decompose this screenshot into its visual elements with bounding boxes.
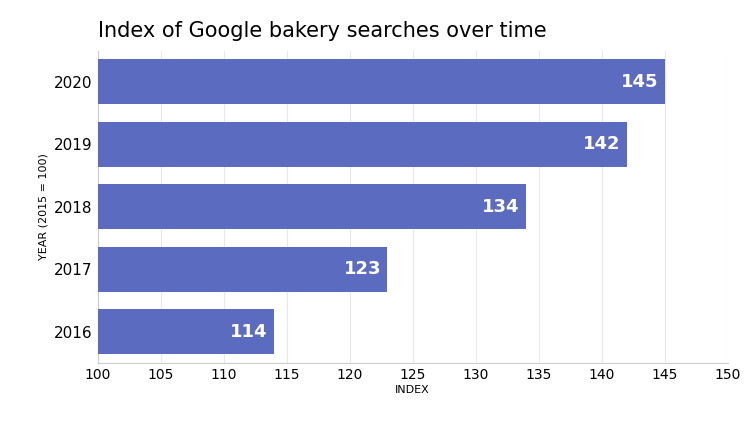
Text: 142: 142 xyxy=(583,135,620,153)
Text: 145: 145 xyxy=(621,73,658,91)
Bar xyxy=(98,122,627,167)
Bar xyxy=(98,247,387,292)
Text: 114: 114 xyxy=(230,323,268,341)
Bar xyxy=(98,309,274,354)
Text: 123: 123 xyxy=(344,260,381,278)
Bar xyxy=(98,184,526,229)
Text: 134: 134 xyxy=(482,198,520,216)
X-axis label: INDEX: INDEX xyxy=(395,384,430,395)
Bar xyxy=(98,60,664,104)
Y-axis label: YEAR (2015 = 100): YEAR (2015 = 100) xyxy=(38,153,49,260)
Text: Index of Google bakery searches over time: Index of Google bakery searches over tim… xyxy=(98,21,546,41)
